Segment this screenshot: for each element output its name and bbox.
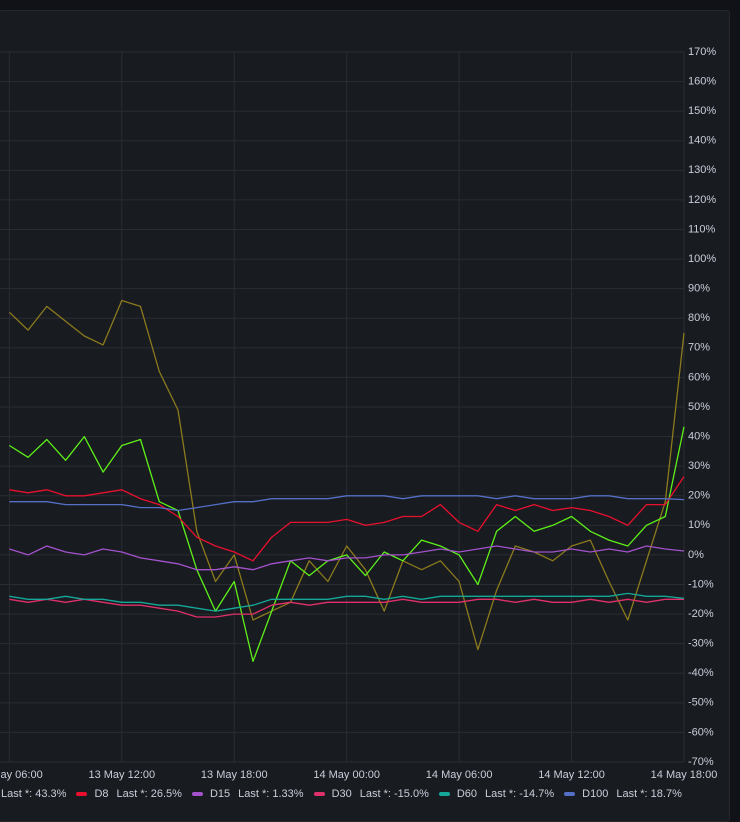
legend-last: Last *: -15.0% (359, 788, 429, 800)
y-tick-label: 80% (688, 312, 710, 324)
y-tick-label: 100% (688, 253, 716, 265)
legend-swatch (438, 792, 450, 796)
legend-item: Last *: 43.3% (1, 788, 66, 800)
x-tick-label: 13 May 06:00 (0, 769, 43, 781)
y-tick-label: 60% (688, 371, 710, 383)
x-tick-label: 14 May 06:00 (426, 769, 493, 781)
y-tick-label: -30% (688, 638, 714, 650)
y-tick-label: -40% (688, 667, 714, 679)
legend-item: D60 Last *: -14.7% (438, 788, 555, 800)
y-tick-label: 10% (688, 519, 710, 531)
y-tick-label: 70% (688, 342, 710, 354)
y-tick-label: -10% (688, 578, 714, 590)
y-tick-label: 40% (688, 430, 710, 442)
legend: Last *: 43.3% D8 Last *: 26.5% D15 Last *: 1… (1, 788, 692, 800)
y-tick-label: 50% (688, 401, 710, 413)
series-line (9, 598, 684, 618)
y-tick-label: 170% (688, 46, 716, 58)
legend-item: D15 Last *: 1.33% (191, 788, 304, 800)
y-tick-label: -70% (688, 756, 714, 768)
series-line (9, 545, 685, 571)
x-tick-label: 13 May 12:00 (88, 769, 155, 781)
legend-swatch (76, 792, 88, 796)
legend-name: D100 (582, 788, 609, 800)
x-tick-label: 13 May 18:00 (201, 769, 268, 781)
legend-last: Last *: 1.33% (238, 788, 304, 800)
legend-last: Last *: 26.5% (116, 788, 182, 800)
y-tick-label: 160% (688, 75, 716, 87)
y-tick-label: 140% (688, 135, 716, 147)
legend-item: D30 Last *: -15.0% (313, 788, 429, 800)
series-line (9, 495, 685, 512)
series-line (8, 299, 685, 651)
legend-name: D60 (456, 788, 478, 800)
y-tick-label: 30% (688, 460, 710, 472)
y-tick-label: 20% (688, 490, 710, 502)
legend-last: Last *: 43.3% (1, 788, 67, 800)
y-tick-label: 150% (688, 105, 716, 117)
legend-swatch (313, 792, 325, 796)
legend-last: Last *: -14.7% (485, 788, 555, 800)
x-tick-label: 14 May 18:00 (651, 769, 718, 781)
series-line (9, 426, 685, 663)
x-tick-label: 14 May 00:00 (313, 769, 380, 781)
y-tick-label: 130% (688, 164, 716, 176)
y-tick-label: -50% (688, 697, 714, 709)
legend-name: D30 (331, 788, 352, 800)
y-tick-label: -20% (688, 608, 714, 620)
y-tick-label: 120% (688, 194, 716, 206)
series-line (9, 592, 685, 612)
legend-swatch (564, 792, 576, 796)
legend-last: Last *: 18.7% (616, 788, 682, 800)
legend-name: D8 (94, 788, 109, 800)
legend-item: D100 Last *: 18.7% (564, 788, 682, 800)
legend-item: D8 Last *: 26.5% (76, 788, 182, 800)
y-tick-label: -60% (688, 726, 714, 738)
x-tick-label: 14 May 12:00 (538, 769, 605, 781)
y-tick-label: 90% (688, 283, 710, 295)
legend-swatch (191, 792, 203, 796)
series-line (9, 476, 685, 562)
y-tick-label: 0% (688, 549, 704, 561)
y-tick-label: 110% (688, 223, 716, 235)
legend-name: D15 (209, 788, 231, 800)
